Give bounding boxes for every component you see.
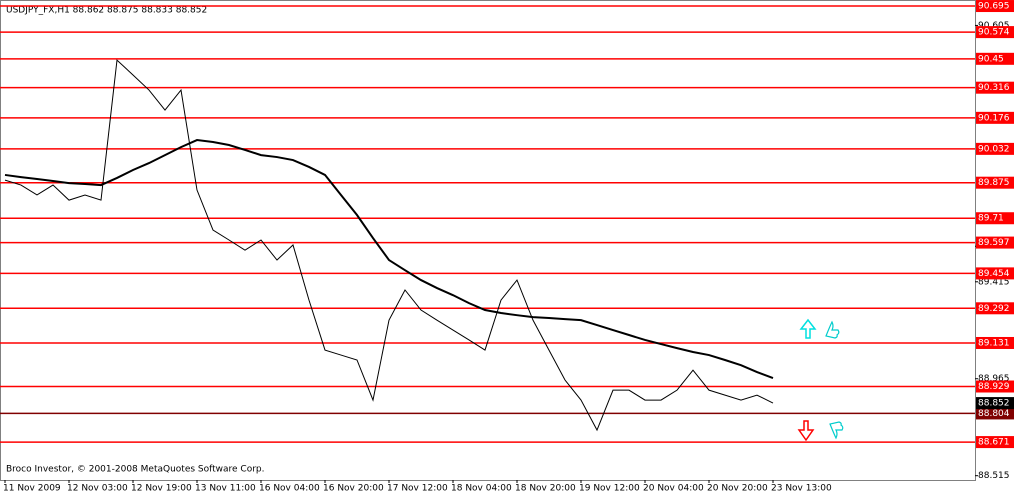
up-arrow [799,318,840,339]
level-label: 89.597 [978,238,1010,248]
x-tick-label: 18 Nov 20:00 [515,484,576,494]
level-label: 90.176 [978,113,1010,123]
y-tick-label: 89.415 [978,277,1010,287]
watermark: Broco Investor, © 2001-2008 MetaQuotes S… [6,465,265,475]
price-line [4,59,774,432]
x-tick-label: 20 Nov 04:00 [643,484,704,494]
x-tick-label: 19 Nov 12:00 [579,484,640,494]
level-label-box [976,267,1014,280]
x-tick-label: 12 Nov 03:00 [67,484,128,494]
level-label-box [976,407,1014,420]
level-label: 90.316 [978,83,1010,93]
level-label: 90.45 [978,54,1004,64]
level-label: 88.671 [978,438,1010,448]
level-label: 90.574 [978,28,1010,38]
price-label-box [976,397,1014,410]
level-label-box [976,212,1014,225]
x-tick-label: 11 Nov 2009 [3,484,61,494]
level-label-box [976,302,1014,315]
level-label: 89.131 [978,338,1010,348]
level-label: 89.292 [978,304,1010,314]
y-tick-label: 88.965 [978,374,1010,384]
level-label: 90.032 [978,144,1010,154]
y-tick-label: 88.515 [978,471,1010,481]
x-tick-label: 16 Nov 20:00 [323,484,384,494]
y-tick-label: 90.605 [978,21,1010,31]
level-label-box [976,436,1014,449]
level-label-box [976,336,1014,349]
level-label-box [976,0,1014,13]
level-label: 90.695 [978,2,1010,12]
level-label-box [976,111,1014,124]
level-label: 88.804 [978,409,1010,419]
x-tick-label: 18 Nov 04:00 [451,484,512,494]
level-label: 89.875 [978,178,1010,188]
level-label-box [976,236,1014,249]
x-tick-label: 23 Nov 13:00 [771,484,832,494]
x-tick-label: 20 Nov 20:00 [707,484,768,494]
chart-title: USDJPY_FX,H1 88.862 88.875 88.833 88.852 [6,6,207,16]
x-tick-label: 16 Nov 04:00 [259,484,320,494]
level-label-box [976,26,1014,39]
down-arrow [797,420,844,442]
level-label-box [976,81,1014,94]
plot-area [0,0,976,481]
price-label: 88.852 [978,399,1010,409]
level-label: 89.71 [978,214,1004,224]
level-label: 89.454 [978,269,1010,279]
level-label-box [976,380,1014,393]
x-tick-label: 12 Nov 19:00 [131,484,192,494]
x-tick-label: 17 Nov 12:00 [387,484,448,494]
level-label: 88.929 [978,382,1010,392]
price-line [4,139,774,380]
level-label-box [976,52,1014,65]
x-tick-label: 13 Nov 11:00 [195,484,256,494]
level-label-box [976,142,1014,155]
level-label-box [976,176,1014,189]
